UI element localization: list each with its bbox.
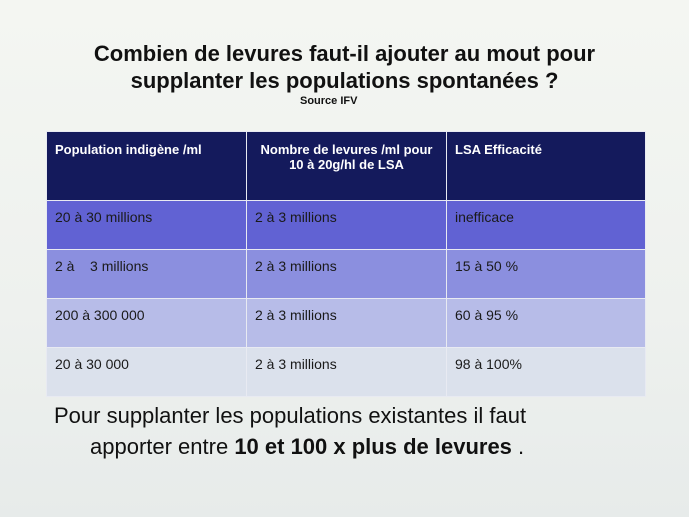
conclusion-text: Pour supplanter les populations existant… bbox=[54, 400, 654, 462]
table-cell: 2 à 3 millions bbox=[246, 298, 447, 348]
slide-title: Combien de levures faut-il ajouter au mo… bbox=[40, 40, 649, 94]
table-cell: 200 à 300 000 bbox=[46, 298, 247, 348]
table-header-cell: LSA Efficacité bbox=[446, 131, 646, 201]
table-cell: 2 à 3 millions bbox=[246, 347, 447, 397]
table-cell: 2 à 3 millions bbox=[46, 249, 247, 299]
table-header-row: Population indigène /ml Nombre de levure… bbox=[46, 131, 646, 201]
table-cell: 2 à 3 millions bbox=[246, 200, 447, 250]
title-line-2: supplanter les populations spontanées ? bbox=[130, 68, 559, 93]
data-table: Population indigène /ml Nombre de levure… bbox=[46, 131, 646, 397]
table-cell: 15 à 50 % bbox=[446, 249, 646, 299]
table-row: 20 à 30 000 2 à 3 millions 98 à 100% bbox=[46, 347, 646, 397]
table-header-cell: Nombre de levures /ml pour 10 à 20g/hl d… bbox=[246, 131, 447, 201]
conclusion-prefix: apporter entre bbox=[90, 434, 235, 459]
table-row: 20 à 30 millions 2 à 3 millions ineffica… bbox=[46, 200, 646, 250]
table-row: 2 à 3 millions 2 à 3 millions 15 à 50 % bbox=[46, 249, 646, 299]
title-line-1: Combien de levures faut-il ajouter au mo… bbox=[93, 41, 596, 66]
source-note: Source IFV bbox=[300, 95, 358, 107]
table-cell: 60 à 95 % bbox=[446, 298, 646, 348]
table-row: 200 à 300 000 2 à 3 millions 60 à 95 % bbox=[46, 298, 646, 348]
table-cell: 2 à 3 millions bbox=[246, 249, 447, 299]
conclusion-line-2: apporter entre 10 et 100 x plus de levur… bbox=[54, 431, 654, 462]
conclusion-suffix: . bbox=[511, 434, 525, 459]
table-cell: 98 à 100% bbox=[446, 347, 646, 397]
table-cell: inefficace bbox=[446, 200, 646, 250]
table-header-cell: Population indigène /ml bbox=[46, 131, 247, 201]
conclusion-emphasis: 10 et 100 x plus de levures bbox=[234, 434, 512, 459]
table-cell: 20 à 30 000 bbox=[46, 347, 247, 397]
conclusion-line-1: Pour supplanter les populations existant… bbox=[54, 403, 527, 428]
table-cell: 20 à 30 millions bbox=[46, 200, 247, 250]
